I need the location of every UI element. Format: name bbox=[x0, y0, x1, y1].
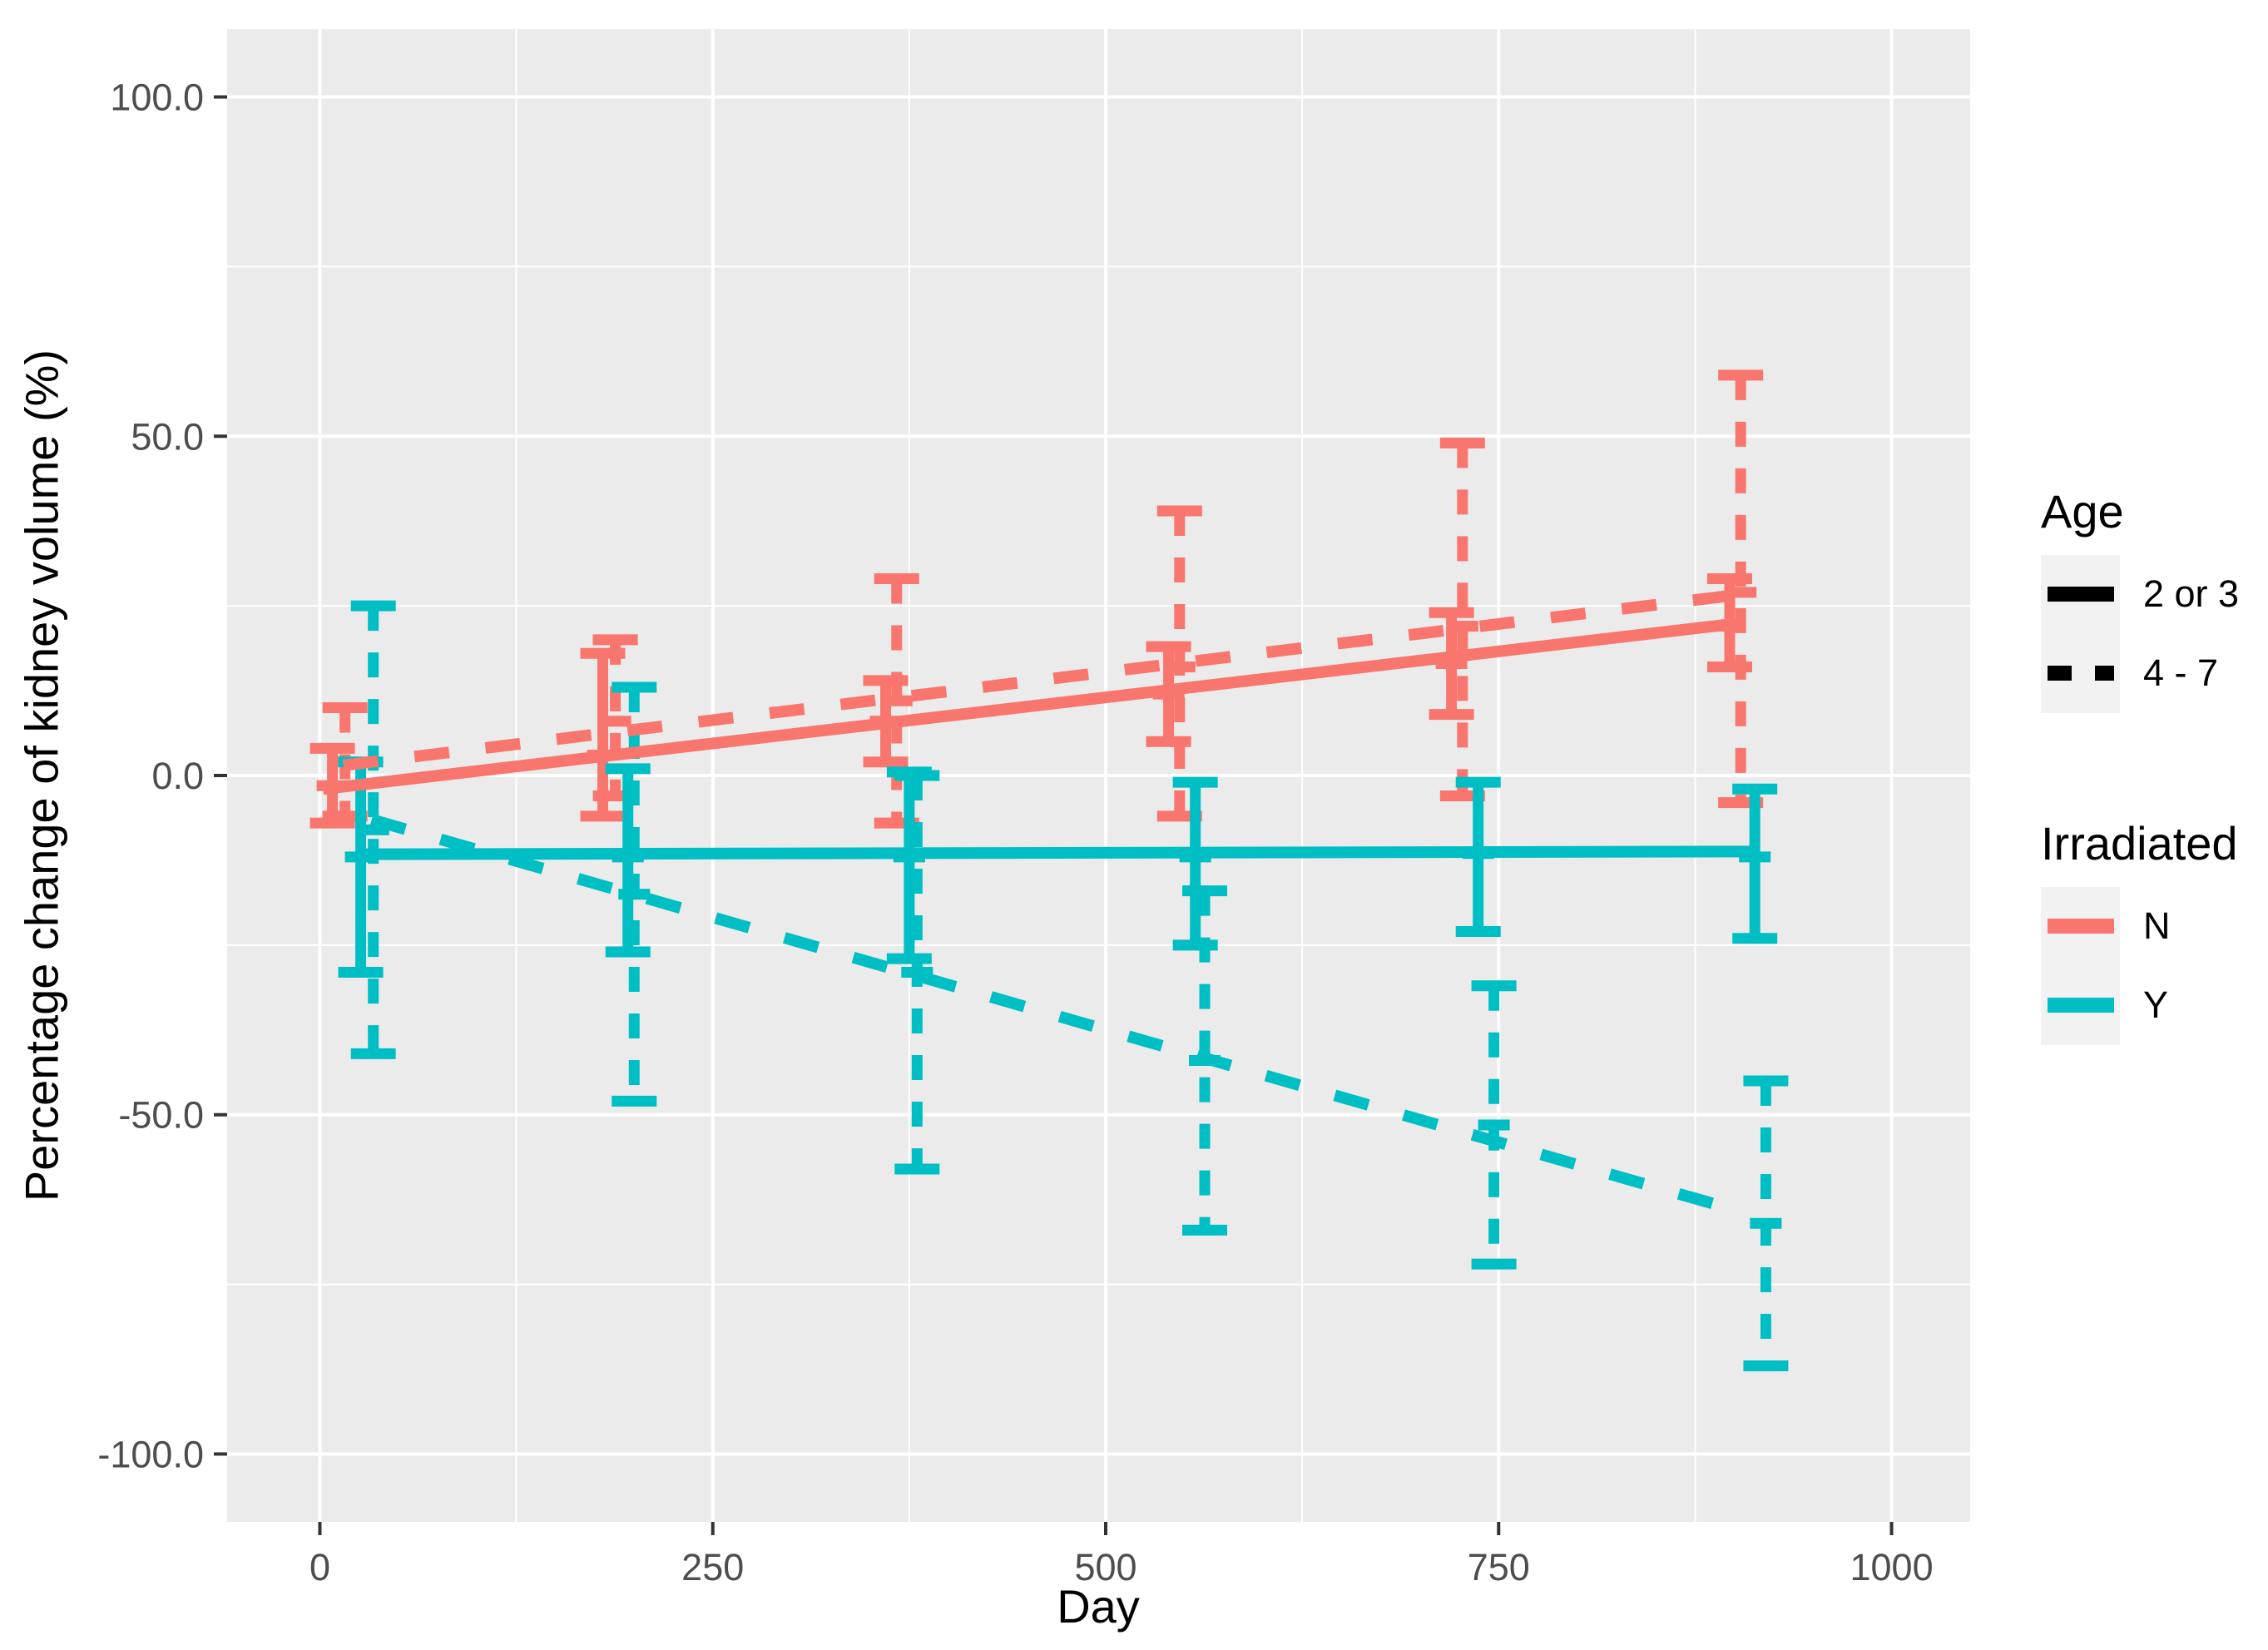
solid-line-sample bbox=[2047, 587, 2114, 602]
legend-label: Y bbox=[2143, 984, 2169, 1027]
legend-age: Age 2 or 3 4 - 7 bbox=[2041, 485, 2240, 713]
y-tick-label: -100.0 bbox=[97, 1433, 204, 1475]
x-tick-label: 500 bbox=[1074, 1546, 1136, 1588]
x-axis-ticks: 0 250 500 750 1000 bbox=[309, 1522, 1934, 1588]
y-axis-title: Percentage change of kidney volume (%) bbox=[15, 349, 68, 1202]
y-tick-label: 100.0 bbox=[110, 77, 204, 119]
y-axis-ticks: 100.0 50.0 0.0 -50.0 -100.0 bbox=[97, 77, 227, 1475]
legend-entry-age-4to7: 4 - 7 bbox=[2041, 633, 2239, 713]
legend-irradiated: Irradiated N Y bbox=[2041, 817, 2238, 1045]
legend-key-teal-line bbox=[2041, 965, 2120, 1045]
salmon-line-sample bbox=[2047, 919, 2114, 934]
legend-key-salmon-line bbox=[2041, 886, 2120, 966]
x-tick-label: 250 bbox=[681, 1546, 744, 1588]
teal-line-sample bbox=[2047, 998, 2114, 1013]
legend-age-title: Age bbox=[2041, 485, 2124, 538]
legend-label: 4 - 7 bbox=[2143, 652, 2219, 695]
y-tick-label: 50.0 bbox=[131, 415, 204, 458]
legend-label: N bbox=[2143, 904, 2171, 948]
trend-lines bbox=[322, 586, 1759, 1216]
dashed-line-sample bbox=[2047, 666, 2114, 681]
y-tick-label: -50.0 bbox=[118, 1094, 204, 1137]
legend-entry-irradiated-n: N bbox=[2041, 886, 2238, 966]
legend-irradiated-title: Irradiated bbox=[2041, 817, 2238, 870]
legend-key-dashed-line bbox=[2041, 633, 2120, 713]
y-tick-label: 0.0 bbox=[151, 755, 204, 797]
major-gridlines bbox=[227, 29, 1970, 1522]
x-axis-title: Day bbox=[1057, 1580, 1140, 1633]
x-tick-label: 1000 bbox=[1850, 1546, 1933, 1588]
legend-entry-irradiated-y: Y bbox=[2041, 965, 2238, 1045]
error-bars bbox=[309, 369, 1789, 1371]
x-tick-label: 750 bbox=[1468, 1546, 1530, 1588]
x-tick-label: 0 bbox=[309, 1546, 330, 1588]
legend-entry-age-2or3: 2 or 3 bbox=[2041, 554, 2240, 634]
legend-key-solid-line bbox=[2041, 554, 2120, 634]
legend-label: 2 or 3 bbox=[2143, 572, 2240, 616]
